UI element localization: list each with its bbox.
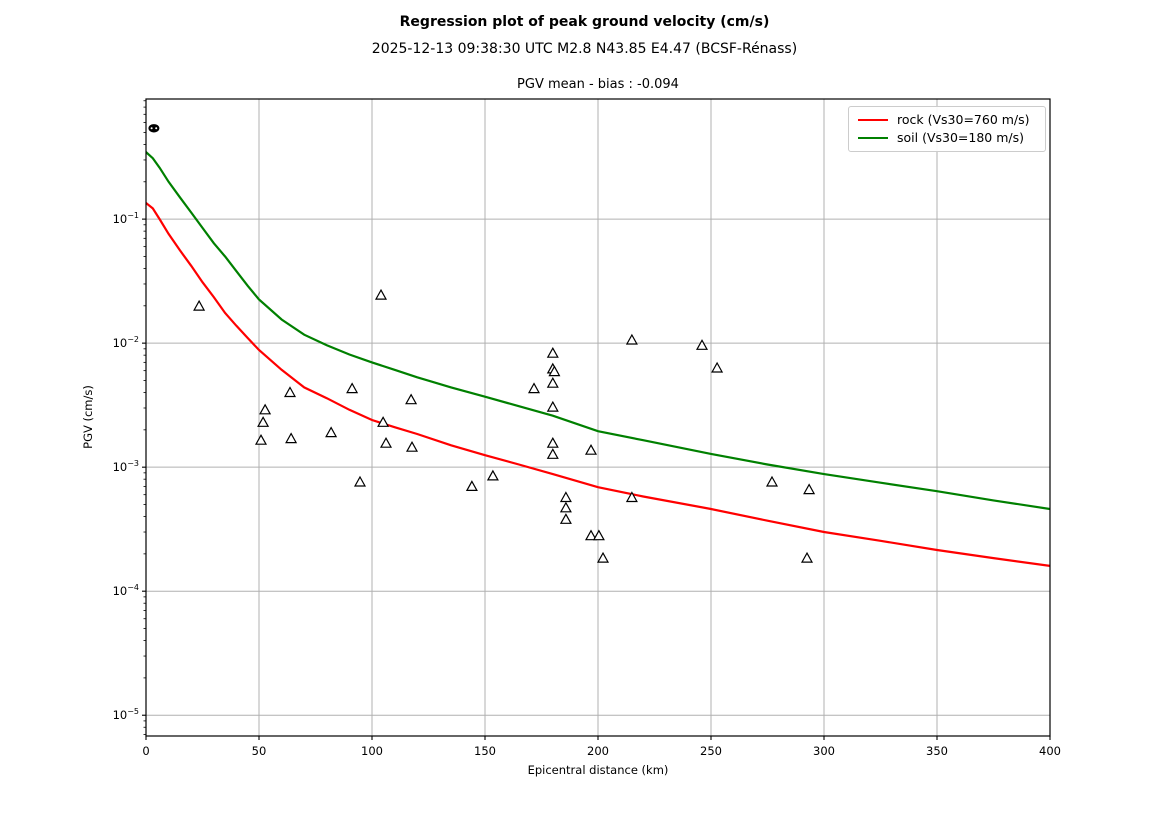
station-marker (254, 433, 268, 445)
y-tick-label: 10−1 (113, 211, 139, 226)
station-marker (374, 288, 388, 300)
legend-label-soil: soil (Vs30=180 m/s) (897, 130, 1025, 145)
x-tick-label: 100 (361, 744, 383, 758)
station-marker (546, 448, 559, 459)
station-marker (765, 475, 779, 487)
station-marker (625, 333, 638, 345)
station-marker (465, 480, 478, 491)
station-marker (548, 365, 561, 377)
station-marker (559, 491, 572, 503)
x-tick-label: 400 (1039, 744, 1061, 758)
legend-label-rock: rock (Vs30=760 m/s) (897, 112, 1030, 127)
station-marker (803, 483, 816, 495)
y-tick-label: 10−2 (113, 335, 139, 350)
station-marker (546, 400, 559, 412)
station-marker (527, 382, 541, 394)
x-tick-label: 250 (700, 744, 722, 758)
y-axis-label: PGV (cm/s) (81, 385, 95, 449)
station-marker (377, 416, 390, 427)
station-marker (559, 513, 572, 524)
x-axis-label: Epicentral distance (km) (527, 763, 669, 777)
legend-entry-soil: soil (Vs30=180 m/s) (858, 130, 1036, 146)
station-marker (193, 299, 206, 311)
y-tick-label: 10−4 (113, 583, 139, 598)
station-marker (257, 416, 270, 427)
station-marker (405, 440, 419, 452)
station-marker (695, 339, 709, 350)
station-marker (325, 426, 338, 438)
legend-entry-rock: rock (Vs30=760 m/s) (858, 112, 1036, 128)
x-tick-label: 300 (813, 744, 835, 758)
station-marker (405, 393, 418, 405)
soil-curve (146, 151, 1050, 511)
station-marker (559, 501, 572, 513)
x-tick-label: 150 (474, 744, 496, 758)
y-tick-label: 10−3 (113, 459, 139, 474)
station-marker (486, 469, 499, 481)
x-tick-label: 50 (252, 744, 267, 758)
station-marker (283, 386, 297, 398)
station-marker (596, 551, 610, 563)
station-marker (584, 529, 598, 541)
event-marker-highlight (155, 127, 158, 130)
x-tick-label: 350 (926, 744, 948, 758)
station-marker (546, 376, 559, 388)
rock-line-swatch-icon (858, 119, 888, 121)
station-marker (546, 346, 559, 358)
station-marker (592, 529, 605, 541)
station-marker (546, 436, 559, 448)
station-marker (584, 443, 598, 455)
event-marker-highlight (150, 127, 153, 130)
plot-subtitle: 2025-12-13 09:38:30 UTC M2.8 N43.85 E4.4… (371, 41, 798, 57)
plot-title: Regression plot of peak ground velocity … (399, 14, 770, 30)
rock-curve (146, 201, 1050, 567)
station-marker (625, 491, 638, 503)
legend: rock (Vs30=760 m/s) soil (Vs30=180 m/s) (848, 106, 1046, 152)
station-marker (711, 361, 724, 373)
soil-line-swatch-icon (858, 137, 888, 139)
station-marker (379, 436, 393, 448)
x-tick-label: 0 (142, 744, 149, 758)
station-marker (800, 551, 814, 563)
station-marker (259, 403, 272, 415)
station-marker (353, 475, 367, 487)
station-marker (285, 432, 298, 444)
station-marker (346, 382, 359, 394)
axes-title-bias: PGV mean - bias : -0.094 (517, 77, 679, 92)
event-marker (148, 124, 160, 133)
y-tick-label: 10−5 (113, 707, 139, 722)
x-tick-label: 200 (587, 744, 609, 758)
